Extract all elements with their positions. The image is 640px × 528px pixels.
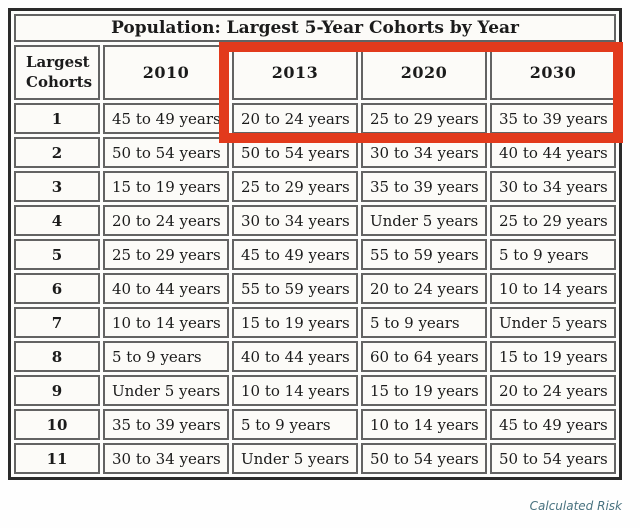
column-header-2030: 2030 <box>490 45 617 100</box>
cohort-cell: Under 5 years <box>490 307 617 338</box>
cohort-cell: 25 to 29 years <box>490 205 617 236</box>
cohort-cell: 20 to 24 years <box>103 205 229 236</box>
rank-cell: 9 <box>14 375 100 406</box>
cohort-cell: 45 to 49 years <box>490 409 617 440</box>
rank-cell: 5 <box>14 239 100 270</box>
cohort-cell: 5 to 9 years <box>232 409 358 440</box>
cohort-cell: 40 to 44 years <box>490 137 617 168</box>
cohort-cell: Under 5 years <box>361 205 487 236</box>
cohort-cell: 20 to 24 years <box>361 273 487 304</box>
rank-cell: 10 <box>14 409 100 440</box>
cohort-cell: 10 to 14 years <box>232 375 358 406</box>
cohort-cell: 5 to 9 years <box>490 239 617 270</box>
rank-cell: 7 <box>14 307 100 338</box>
cohort-cell: 40 to 44 years <box>103 273 229 304</box>
cohort-cell: 15 to 19 years <box>490 341 617 372</box>
cohort-cell: 45 to 49 years <box>232 239 358 270</box>
table-row: 4 20 to 24 years 30 to 34 years Under 5 yea… <box>14 205 617 236</box>
cohort-cell: 55 to 59 years <box>232 273 358 304</box>
cohort-cell: 35 to 39 years <box>103 409 229 440</box>
column-header-2013: 2013 <box>232 45 358 100</box>
table-row: 9 Under 5 years 10 to 14 years 15 to 19 yea… <box>14 375 617 406</box>
attribution: Calculated Risk <box>529 499 622 513</box>
title-row: Population: Largest 5-Year Cohorts by Ye… <box>14 14 617 42</box>
table-row: 3 15 to 19 years 25 to 29 years 35 to 39 ye… <box>14 171 617 202</box>
cohort-cell: 45 to 49 years <box>103 103 229 134</box>
cohort-cell: 10 to 14 years <box>490 273 617 304</box>
cohort-cell: 30 to 34 years <box>103 443 229 474</box>
cohort-cell: 50 to 54 years <box>103 137 229 168</box>
table-row: 7 10 to 14 years 15 to 19 years 5 to 9 year… <box>14 307 617 338</box>
cohort-cell: 15 to 19 years <box>361 375 487 406</box>
table-row: 2 50 to 54 years 50 to 54 years 30 to 34 ye… <box>14 137 617 168</box>
cohort-cell: 30 to 34 years <box>232 205 358 236</box>
cohort-cell: Under 5 years <box>103 375 229 406</box>
column-header-largest-cohorts: Largest Cohorts <box>14 45 100 100</box>
cohort-cell: 55 to 59 years <box>361 239 487 270</box>
cohort-cell: 5 to 9 years <box>103 341 229 372</box>
rank-cell: 4 <box>14 205 100 236</box>
cohort-cell: 10 to 14 years <box>103 307 229 338</box>
cohort-cell: Under 5 years <box>232 443 358 474</box>
column-header-2020: 2020 <box>361 45 487 100</box>
cohort-cell: 30 to 34 years <box>361 137 487 168</box>
table-row: 1 45 to 49 years 20 to 24 years 25 to 29 ye… <box>14 103 617 134</box>
cohort-cell: 5 to 9 years <box>361 307 487 338</box>
cohort-cell: 20 to 24 years <box>232 103 358 134</box>
table-row: 6 40 to 44 years 55 to 59 years 20 to 24 ye… <box>14 273 617 304</box>
cohort-cell: 25 to 29 years <box>361 103 487 134</box>
cohort-cell: 50 to 54 years <box>232 137 358 168</box>
cohort-cell: 35 to 39 years <box>361 171 487 202</box>
cohort-cell: 15 to 19 years <box>232 307 358 338</box>
rank-cell: 2 <box>14 137 100 168</box>
header-row: Largest Cohorts 2010 2013 2020 2030 <box>14 45 617 100</box>
column-header-2010: 2010 <box>103 45 229 100</box>
rank-cell: 11 <box>14 443 100 474</box>
cohort-cell: 10 to 14 years <box>361 409 487 440</box>
cohort-cell: 50 to 54 years <box>361 443 487 474</box>
table-row: 11 30 to 34 years Under 5 years 50 to 54 ye… <box>14 443 617 474</box>
cohort-cell: 50 to 54 years <box>490 443 617 474</box>
rank-cell: 8 <box>14 341 100 372</box>
cohort-cell: 40 to 44 years <box>232 341 358 372</box>
cohort-cell: 30 to 34 years <box>490 171 617 202</box>
cohort-cell: 20 to 24 years <box>490 375 617 406</box>
table-row: 10 35 to 39 years 5 to 9 years 10 to 14 yea… <box>14 409 617 440</box>
rank-cell: 1 <box>14 103 100 134</box>
cohort-table: Population: Largest 5-Year Cohorts by Ye… <box>8 8 623 480</box>
cohort-cell: 25 to 29 years <box>103 239 229 270</box>
cohort-cell: 25 to 29 years <box>232 171 358 202</box>
rank-cell: 6 <box>14 273 100 304</box>
cohort-cell: 60 to 64 years <box>361 341 487 372</box>
table-title: Population: Largest 5-Year Cohorts by Ye… <box>14 14 617 42</box>
cohort-cell: 15 to 19 years <box>103 171 229 202</box>
table-row: 5 25 to 29 years 45 to 49 years 55 to 59 ye… <box>14 239 617 270</box>
rank-cell: 3 <box>14 171 100 202</box>
cohort-cell: 35 to 39 years <box>490 103 617 134</box>
